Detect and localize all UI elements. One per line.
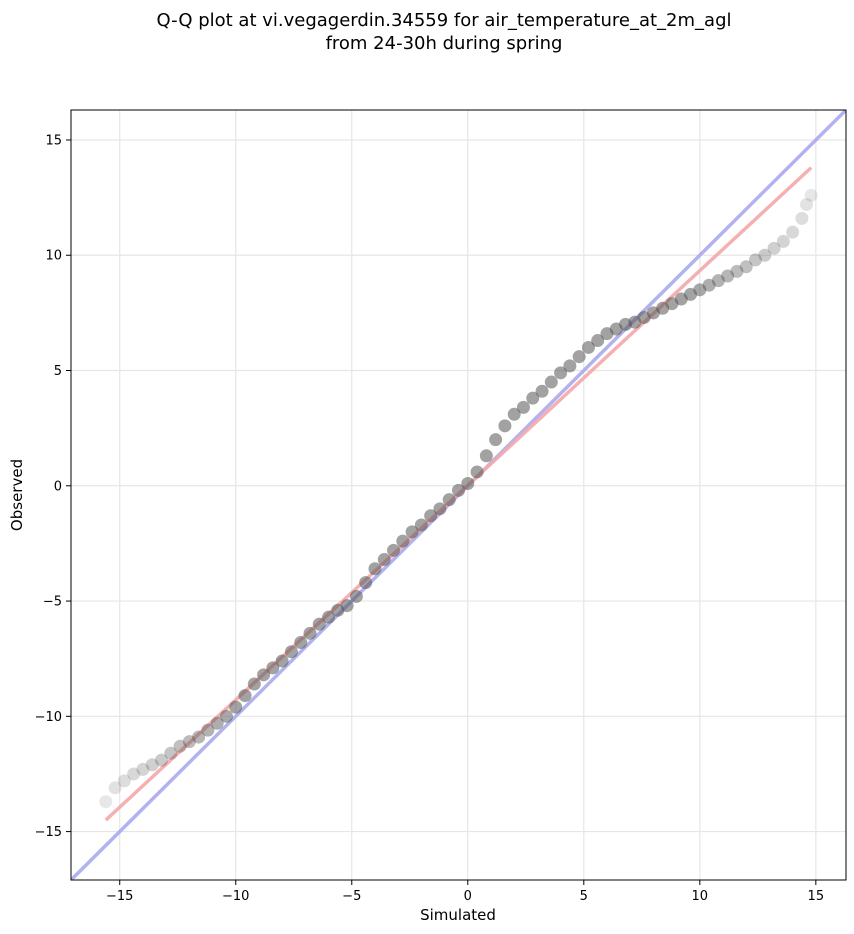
x-tick-label: −10 [222,889,249,904]
quantile-point [229,700,243,714]
quantile-point [711,274,725,288]
quantile-point [322,610,336,624]
quantile-point [257,668,271,682]
quantile-point [526,391,540,405]
quantile-point [424,509,438,523]
y-tick-label: −15 [35,825,62,840]
quantile-point [749,253,763,267]
x-tick-label: 15 [808,889,825,904]
quantile-point [266,661,280,675]
quantile-point [127,767,141,781]
quantile-point [219,709,233,723]
quantile-point [182,735,196,749]
quantile-point [117,774,131,788]
quantile-point [767,241,781,255]
x-tick-label: 10 [692,889,709,904]
quantile-point [396,534,410,548]
quantile-point [303,626,317,640]
quantile-point [164,746,178,760]
quantile-point [721,269,735,283]
quantile-point [275,654,289,668]
quantile-point [535,384,549,398]
y-tick-label: 0 [54,479,62,494]
quantile-point [145,758,159,772]
quantile-point [554,366,568,380]
quantile-points [99,188,818,809]
quantile-point [349,589,363,603]
quantile-point [507,407,521,421]
x-tick-label: −5 [342,889,361,904]
x-axis-label: Simulated [420,906,496,924]
quantile-point [387,543,401,557]
x-tick-label: −15 [106,889,133,904]
quantile-point [173,739,187,753]
quantile-point [99,795,113,809]
quantile-point [284,645,298,659]
y-tick-label: −5 [43,595,62,610]
chart-title-line-2: from 24-30h during spring [326,33,563,54]
quantile-point [498,419,512,433]
x-tick-label: 5 [580,889,588,904]
y-axis-label: Observed [8,459,26,531]
quantile-point [210,716,224,730]
quantile-point [730,264,744,278]
quantile-point [804,188,818,202]
x-tick-label: 0 [464,889,472,904]
quantile-point [776,234,790,248]
quantile-point [136,762,150,776]
quantile-point [108,781,122,795]
quantile-point [414,518,428,532]
quantile-point [470,465,484,479]
quantile-point [786,225,800,239]
quantile-point [795,211,809,225]
quantile-point [702,278,716,292]
y-tick-label: 15 [45,133,62,148]
quantile-point [516,400,530,414]
quantile-point [247,677,261,691]
quantile-point [442,493,456,507]
quantile-point [581,340,595,354]
quantile-point [405,525,419,539]
quantile-point [544,375,558,389]
axis-ticks: −15 −10 −5 0 5 10 15 −15 −10 −5 0 5 10 15 [35,133,825,904]
quantile-point [479,449,493,463]
plot-frame [70,109,847,881]
y-tick-label: −10 [35,710,62,725]
quantile-point [800,198,814,212]
quantile-point [359,576,373,590]
quantile-point [739,260,753,274]
quantile-point [758,248,772,262]
quantile-point [461,476,475,490]
quantile-point [294,636,308,650]
chart-title-line-1: Q-Q plot at vi.vegagerdin.34559 for air_… [157,10,732,31]
quantile-point [377,553,391,567]
quantile-point [368,562,382,576]
quantile-point [201,723,215,737]
quantile-point [693,283,707,297]
quantile-point [563,359,577,373]
quantile-point [591,334,605,348]
y-tick-label: 10 [45,249,62,264]
quantile-point [238,689,252,703]
quantile-point [489,433,503,447]
quantile-point [340,599,354,613]
quantile-point [312,617,326,631]
quantile-point [433,502,447,516]
quantile-point [154,753,168,767]
quantile-point [452,483,465,497]
quantile-point [572,350,586,364]
y-tick-label: 5 [54,364,62,379]
quantile-point [192,730,206,744]
